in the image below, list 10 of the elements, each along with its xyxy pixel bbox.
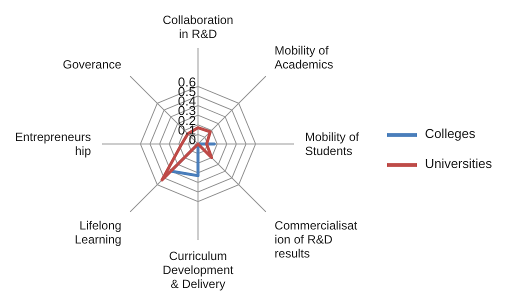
- spoke-label: Curriculum Development & Delivery: [162, 249, 234, 291]
- spoke-label: Goverance: [62, 57, 122, 72]
- legend-label: Universities: [424, 156, 492, 171]
- spoke-label: Lifelong Learning: [74, 218, 122, 247]
- legend-label: Colleges: [424, 126, 476, 141]
- spoke-label: Mobility of Students: [305, 130, 360, 158]
- spoke-label: Entrepreneurship: [14, 130, 92, 158]
- spoke-label: Mobility of Academics: [274, 43, 334, 72]
- spoke-label: Commercialisation of R&D results: [274, 218, 358, 261]
- spoke-label: Collaboration in R&D: [162, 13, 234, 41]
